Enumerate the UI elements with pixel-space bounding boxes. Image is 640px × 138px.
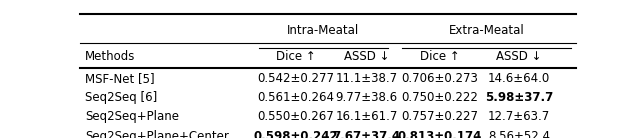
- Text: 0.706±0.273: 0.706±0.273: [401, 72, 478, 85]
- Text: 5.98±37.7: 5.98±37.7: [485, 91, 553, 104]
- Text: 0.550±0.267: 0.550±0.267: [257, 110, 334, 123]
- Text: 11.1±38.7: 11.1±38.7: [335, 72, 397, 85]
- Text: 8.56±52.4: 8.56±52.4: [488, 130, 550, 138]
- Text: Dice ↑: Dice ↑: [420, 50, 460, 63]
- Text: Seq2Seq+Plane: Seq2Seq+Plane: [85, 110, 179, 123]
- Text: 0.542±0.277: 0.542±0.277: [257, 72, 334, 85]
- Text: 12.7±63.7: 12.7±63.7: [488, 110, 550, 123]
- Text: 0.813±0.174: 0.813±0.174: [397, 130, 482, 138]
- Text: Intra-Meatal: Intra-Meatal: [287, 24, 359, 37]
- Text: 14.6±64.0: 14.6±64.0: [488, 72, 550, 85]
- Text: 16.1±61.7: 16.1±61.7: [335, 110, 398, 123]
- Text: 0.561±0.264: 0.561±0.264: [257, 91, 334, 104]
- Text: 0.757±0.227: 0.757±0.227: [401, 110, 478, 123]
- Text: Seq2Seq+Plane+Center: Seq2Seq+Plane+Center: [85, 130, 229, 138]
- Text: Extra-Meatal: Extra-Meatal: [449, 24, 525, 37]
- Text: 0.598±0.242: 0.598±0.242: [253, 130, 338, 138]
- Text: 0.750±0.222: 0.750±0.222: [401, 91, 478, 104]
- Text: ASSD ↓: ASSD ↓: [344, 50, 389, 63]
- Text: ASSD ↓: ASSD ↓: [496, 50, 541, 63]
- Text: Seq2Seq [6]: Seq2Seq [6]: [85, 91, 157, 104]
- Text: Methods: Methods: [85, 50, 135, 63]
- Text: Dice ↑: Dice ↑: [276, 50, 316, 63]
- Text: 7.67±37.4: 7.67±37.4: [333, 130, 401, 138]
- Text: 9.77±38.6: 9.77±38.6: [335, 91, 397, 104]
- Text: MSF-Net [5]: MSF-Net [5]: [85, 72, 155, 85]
